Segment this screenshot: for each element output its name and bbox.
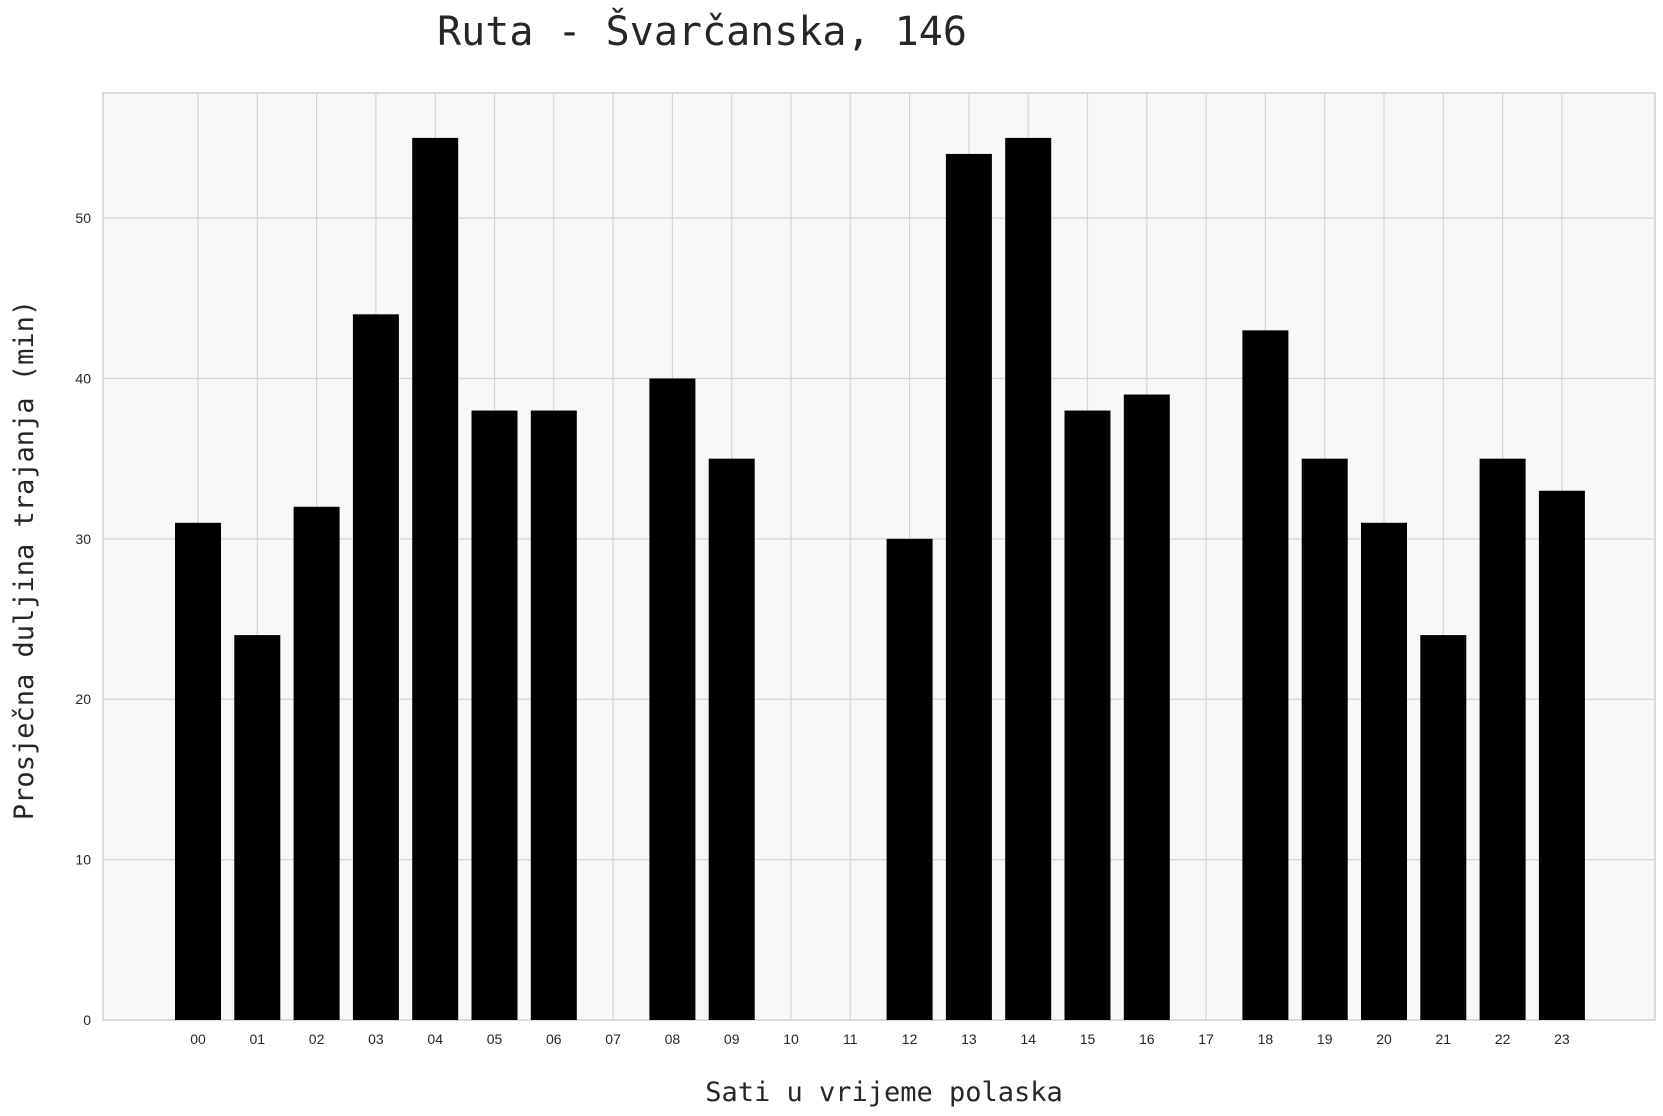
x-tick-label: 13: [961, 1031, 977, 1047]
y-tick-labels: 0 10 20 30 40 50: [75, 210, 91, 1028]
bar-22: [1479, 458, 1526, 1020]
x-tick-label: 20: [1376, 1031, 1392, 1047]
bars: [175, 137, 1585, 1021]
y-axis-label: Prosječna duljina trajanja (min): [9, 300, 40, 820]
bar-08: [649, 378, 696, 1020]
bar-12: [886, 538, 933, 1020]
x-tick-label: 00: [190, 1031, 206, 1047]
x-tick-label: 04: [427, 1031, 443, 1047]
bar-03: [352, 314, 399, 1020]
bar-09: [708, 458, 755, 1020]
bar-04: [412, 137, 459, 1021]
y-tick-label: 0: [83, 1012, 91, 1028]
x-tick-label: 22: [1495, 1031, 1511, 1047]
y-tick-label: 30: [75, 531, 91, 547]
x-tick-label: 12: [902, 1031, 918, 1047]
x-tick-label: 14: [1020, 1031, 1036, 1047]
bar-15: [1064, 410, 1111, 1021]
x-tick-label: 15: [1080, 1031, 1096, 1047]
x-tick-label: 19: [1317, 1031, 1333, 1047]
bar-23: [1538, 490, 1585, 1020]
bar-02: [293, 506, 340, 1021]
x-tick-label: 03: [368, 1031, 384, 1047]
x-tick-label: 02: [309, 1031, 325, 1047]
y-tick-label: 50: [75, 210, 91, 226]
bar-05: [471, 410, 518, 1021]
x-axis-label: Sati u vrijeme polaska: [705, 1077, 1063, 1108]
x-tick-label: 08: [665, 1031, 681, 1047]
y-tick-label: 40: [75, 370, 91, 386]
bar-06: [530, 410, 577, 1021]
bar-01: [234, 635, 281, 1020]
y-tick-label: 20: [75, 691, 91, 707]
x-tick-label: 05: [487, 1031, 503, 1047]
x-tick-label: 21: [1436, 1031, 1452, 1047]
x-tick-label: 06: [546, 1031, 562, 1047]
x-tick-labels: 00 01 02 03 04 05 06 07 08 09 10 11 12 13 14 15 16 17 18 19…: [190, 1031, 1570, 1047]
x-tick-label: 11: [843, 1031, 858, 1047]
bar-19: [1301, 458, 1348, 1020]
bar-18: [1242, 330, 1289, 1021]
bar-00: [175, 522, 221, 1020]
x-tick-label: 01: [250, 1031, 266, 1047]
bar-14: [1005, 137, 1052, 1021]
bar-21: [1420, 635, 1467, 1020]
x-tick-label: 10: [783, 1031, 799, 1047]
x-tick-label: 18: [1258, 1031, 1274, 1047]
bar-20: [1361, 522, 1407, 1020]
x-tick-label: 16: [1139, 1031, 1155, 1047]
bar-16: [1123, 394, 1170, 1020]
bar-13: [945, 153, 992, 1020]
x-tick-label: 17: [1198, 1031, 1214, 1047]
x-tick-label: 23: [1554, 1031, 1570, 1047]
x-tick-label: 09: [724, 1031, 740, 1047]
y-tick-label: 10: [75, 852, 91, 868]
chart-title: Ruta - Švarčanska, 146: [437, 7, 967, 55]
x-tick-label: 07: [605, 1031, 621, 1047]
